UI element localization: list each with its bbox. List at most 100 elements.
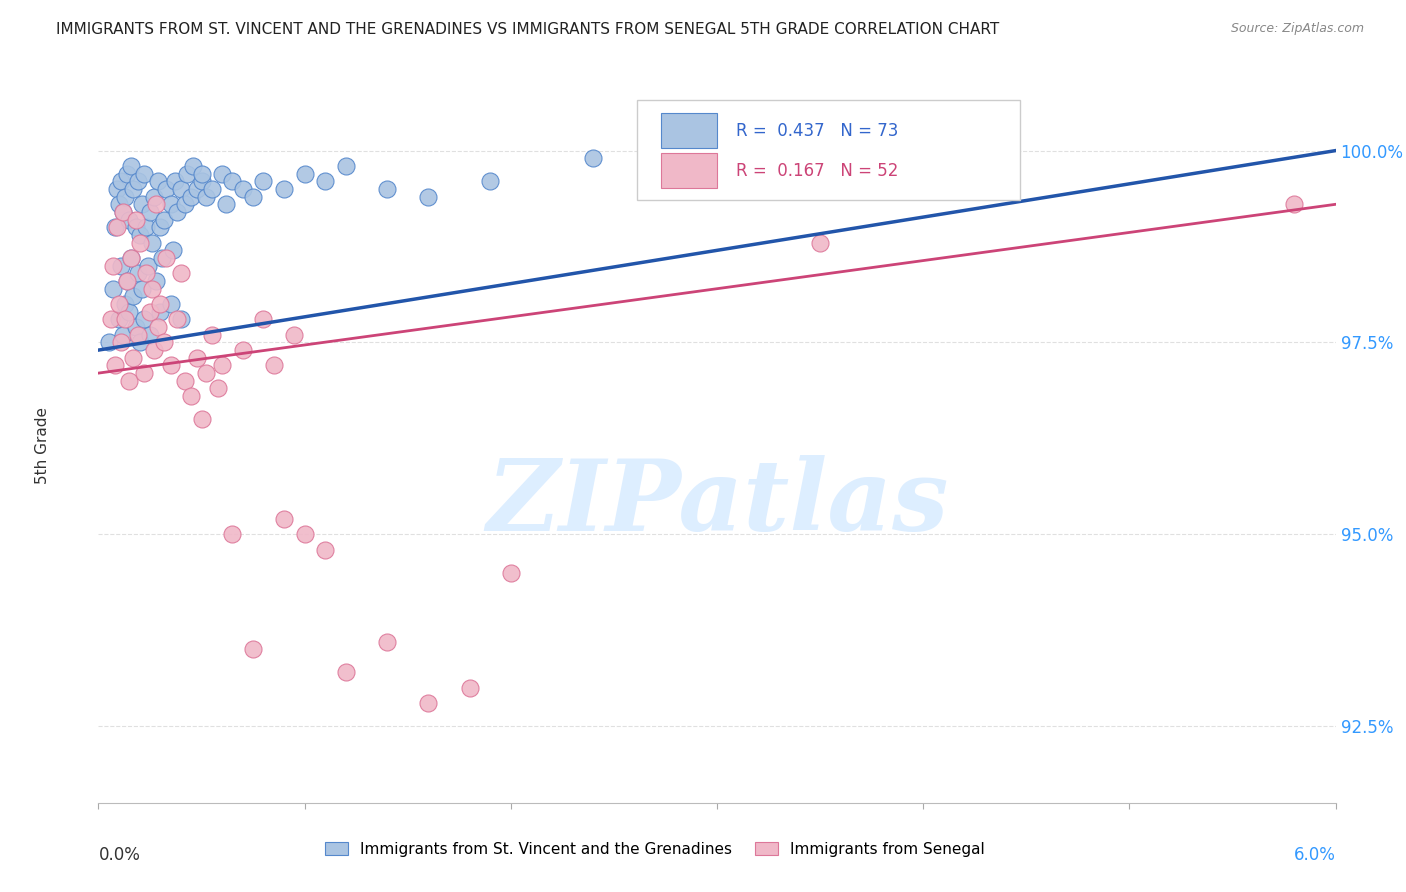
Point xyxy=(149,297,172,311)
Point xyxy=(263,359,285,373)
Point xyxy=(104,220,127,235)
Point xyxy=(135,266,157,280)
Point xyxy=(194,189,217,203)
Point xyxy=(159,197,181,211)
Point xyxy=(232,343,254,357)
Point xyxy=(181,159,204,173)
Point xyxy=(221,527,243,541)
Point xyxy=(283,327,305,342)
Text: 0.0%: 0.0% xyxy=(98,846,141,863)
Point xyxy=(127,327,149,342)
Point xyxy=(155,251,177,265)
FancyBboxPatch shape xyxy=(661,153,717,187)
Point xyxy=(104,359,127,373)
Point xyxy=(117,167,139,181)
Point xyxy=(232,182,254,196)
Point xyxy=(170,312,193,326)
Point xyxy=(166,312,188,326)
Point xyxy=(127,174,149,188)
Point xyxy=(112,327,135,342)
Point xyxy=(118,374,141,388)
Point xyxy=(418,696,440,710)
Point xyxy=(149,304,172,318)
Point xyxy=(128,227,150,242)
Point xyxy=(163,174,186,188)
Text: 6.0%: 6.0% xyxy=(1294,846,1336,863)
Point xyxy=(148,174,170,188)
Point xyxy=(120,159,142,173)
Point xyxy=(114,297,136,311)
Point xyxy=(145,274,167,288)
Text: R =  0.437   N = 73: R = 0.437 N = 73 xyxy=(735,121,898,139)
Point xyxy=(143,189,166,203)
Point xyxy=(120,251,142,265)
Point xyxy=(150,251,173,265)
Point xyxy=(207,381,229,395)
Point xyxy=(190,174,212,188)
Point xyxy=(375,182,398,196)
Point xyxy=(458,681,481,695)
Point xyxy=(375,634,398,648)
Point xyxy=(294,527,316,541)
Point xyxy=(176,167,198,181)
Point xyxy=(131,197,153,211)
Text: 5th Grade: 5th Grade xyxy=(35,408,51,484)
Point xyxy=(110,335,132,350)
Point xyxy=(162,244,184,258)
Point xyxy=(252,174,274,188)
Point xyxy=(159,297,181,311)
Point xyxy=(110,259,132,273)
Point xyxy=(131,282,153,296)
Point xyxy=(114,189,136,203)
Point xyxy=(221,174,243,188)
Point xyxy=(132,366,155,380)
Point xyxy=(479,174,502,188)
Point xyxy=(582,151,605,165)
Point xyxy=(215,197,238,211)
Point xyxy=(135,220,157,235)
Point xyxy=(149,220,172,235)
FancyBboxPatch shape xyxy=(661,113,717,148)
Point xyxy=(101,282,124,296)
Point xyxy=(120,251,142,265)
Point xyxy=(108,197,131,211)
Point xyxy=(122,351,145,365)
Point xyxy=(242,189,264,203)
Point xyxy=(124,212,146,227)
Point xyxy=(97,335,120,350)
Point xyxy=(112,205,135,219)
Point xyxy=(174,197,197,211)
Point xyxy=(201,327,224,342)
Point xyxy=(174,374,197,388)
Point xyxy=(128,335,150,350)
Point xyxy=(141,235,163,250)
Point xyxy=(166,205,188,219)
Point xyxy=(273,182,295,196)
Point xyxy=(139,304,162,318)
Point xyxy=(139,205,162,219)
Point xyxy=(186,351,208,365)
Point xyxy=(159,359,181,373)
Point xyxy=(155,182,177,196)
Point xyxy=(132,167,155,181)
Point xyxy=(499,566,522,580)
Point xyxy=(153,212,176,227)
Point xyxy=(211,167,233,181)
Point xyxy=(124,320,146,334)
Point xyxy=(186,182,208,196)
Text: ZIPatlas: ZIPatlas xyxy=(486,455,948,551)
Point xyxy=(100,312,122,326)
Point xyxy=(808,235,831,250)
Point xyxy=(132,312,155,326)
Point xyxy=(180,189,202,203)
Point xyxy=(117,274,139,288)
Point xyxy=(127,266,149,280)
Point xyxy=(108,297,131,311)
Point xyxy=(190,412,212,426)
Point xyxy=(101,259,124,273)
Text: R =  0.167   N = 52: R = 0.167 N = 52 xyxy=(735,161,898,179)
Point xyxy=(201,182,224,196)
Point xyxy=(170,182,193,196)
Point xyxy=(180,389,202,403)
Point xyxy=(211,359,233,373)
